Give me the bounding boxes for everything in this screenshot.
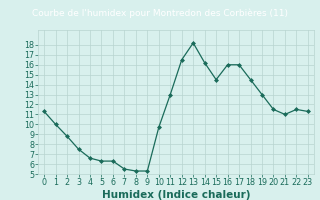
- X-axis label: Humidex (Indice chaleur): Humidex (Indice chaleur): [102, 190, 250, 200]
- Text: Courbe de l'humidex pour Montredon des Corbières (11): Courbe de l'humidex pour Montredon des C…: [32, 8, 288, 18]
